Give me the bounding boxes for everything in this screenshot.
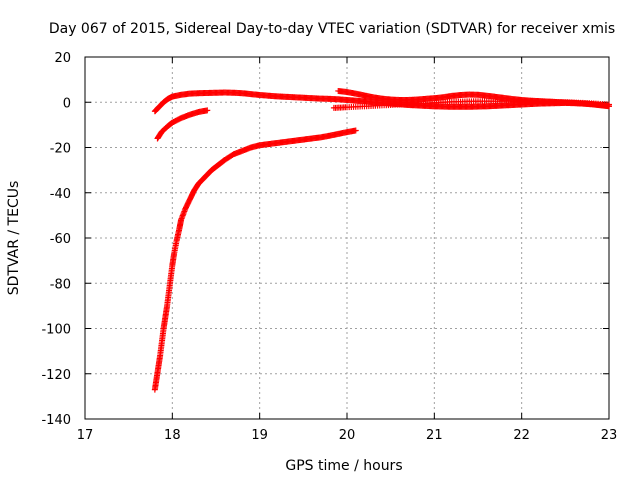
x-tick-label: 20 bbox=[339, 428, 356, 443]
x-tick-label: 19 bbox=[251, 428, 268, 443]
x-axis-label: GPS time / hours bbox=[285, 458, 402, 474]
x-tick-label: 18 bbox=[164, 428, 181, 443]
x-tick-label: 17 bbox=[77, 428, 94, 443]
grid bbox=[85, 57, 609, 419]
y-tick-label: -140 bbox=[41, 413, 71, 428]
x-tick-label: 21 bbox=[426, 428, 443, 443]
data-point bbox=[606, 101, 612, 108]
y-axis-label: SDTVAR / TECUs bbox=[6, 181, 22, 296]
series-track-b bbox=[154, 107, 211, 142]
y-tick-label: 0 bbox=[63, 96, 71, 111]
y-tick-label: -100 bbox=[41, 323, 71, 338]
x-tick-label: 22 bbox=[513, 428, 530, 443]
data-point bbox=[352, 127, 359, 134]
y-tick-label: -120 bbox=[41, 368, 71, 383]
y-tick-label: 20 bbox=[54, 51, 71, 66]
data-points bbox=[151, 87, 612, 393]
chart-title: Day 067 of 2015, Sidereal Day-to-day VTE… bbox=[49, 21, 615, 37]
series-track-d bbox=[330, 98, 612, 111]
y-tick-label: -20 bbox=[50, 142, 71, 157]
series-track-e bbox=[151, 127, 359, 393]
y-tick-label: -80 bbox=[50, 277, 71, 292]
axis-ticks: 17 18 19 20 21 22 23 -140 -120 -100 -80 -60 -40 -20 0 2… bbox=[41, 51, 617, 443]
series-track-a bbox=[151, 89, 612, 115]
y-tick-label: -40 bbox=[50, 187, 71, 202]
x-tick-label: 23 bbox=[601, 428, 618, 443]
y-tick-label: -60 bbox=[50, 232, 71, 247]
data-point bbox=[204, 107, 211, 114]
